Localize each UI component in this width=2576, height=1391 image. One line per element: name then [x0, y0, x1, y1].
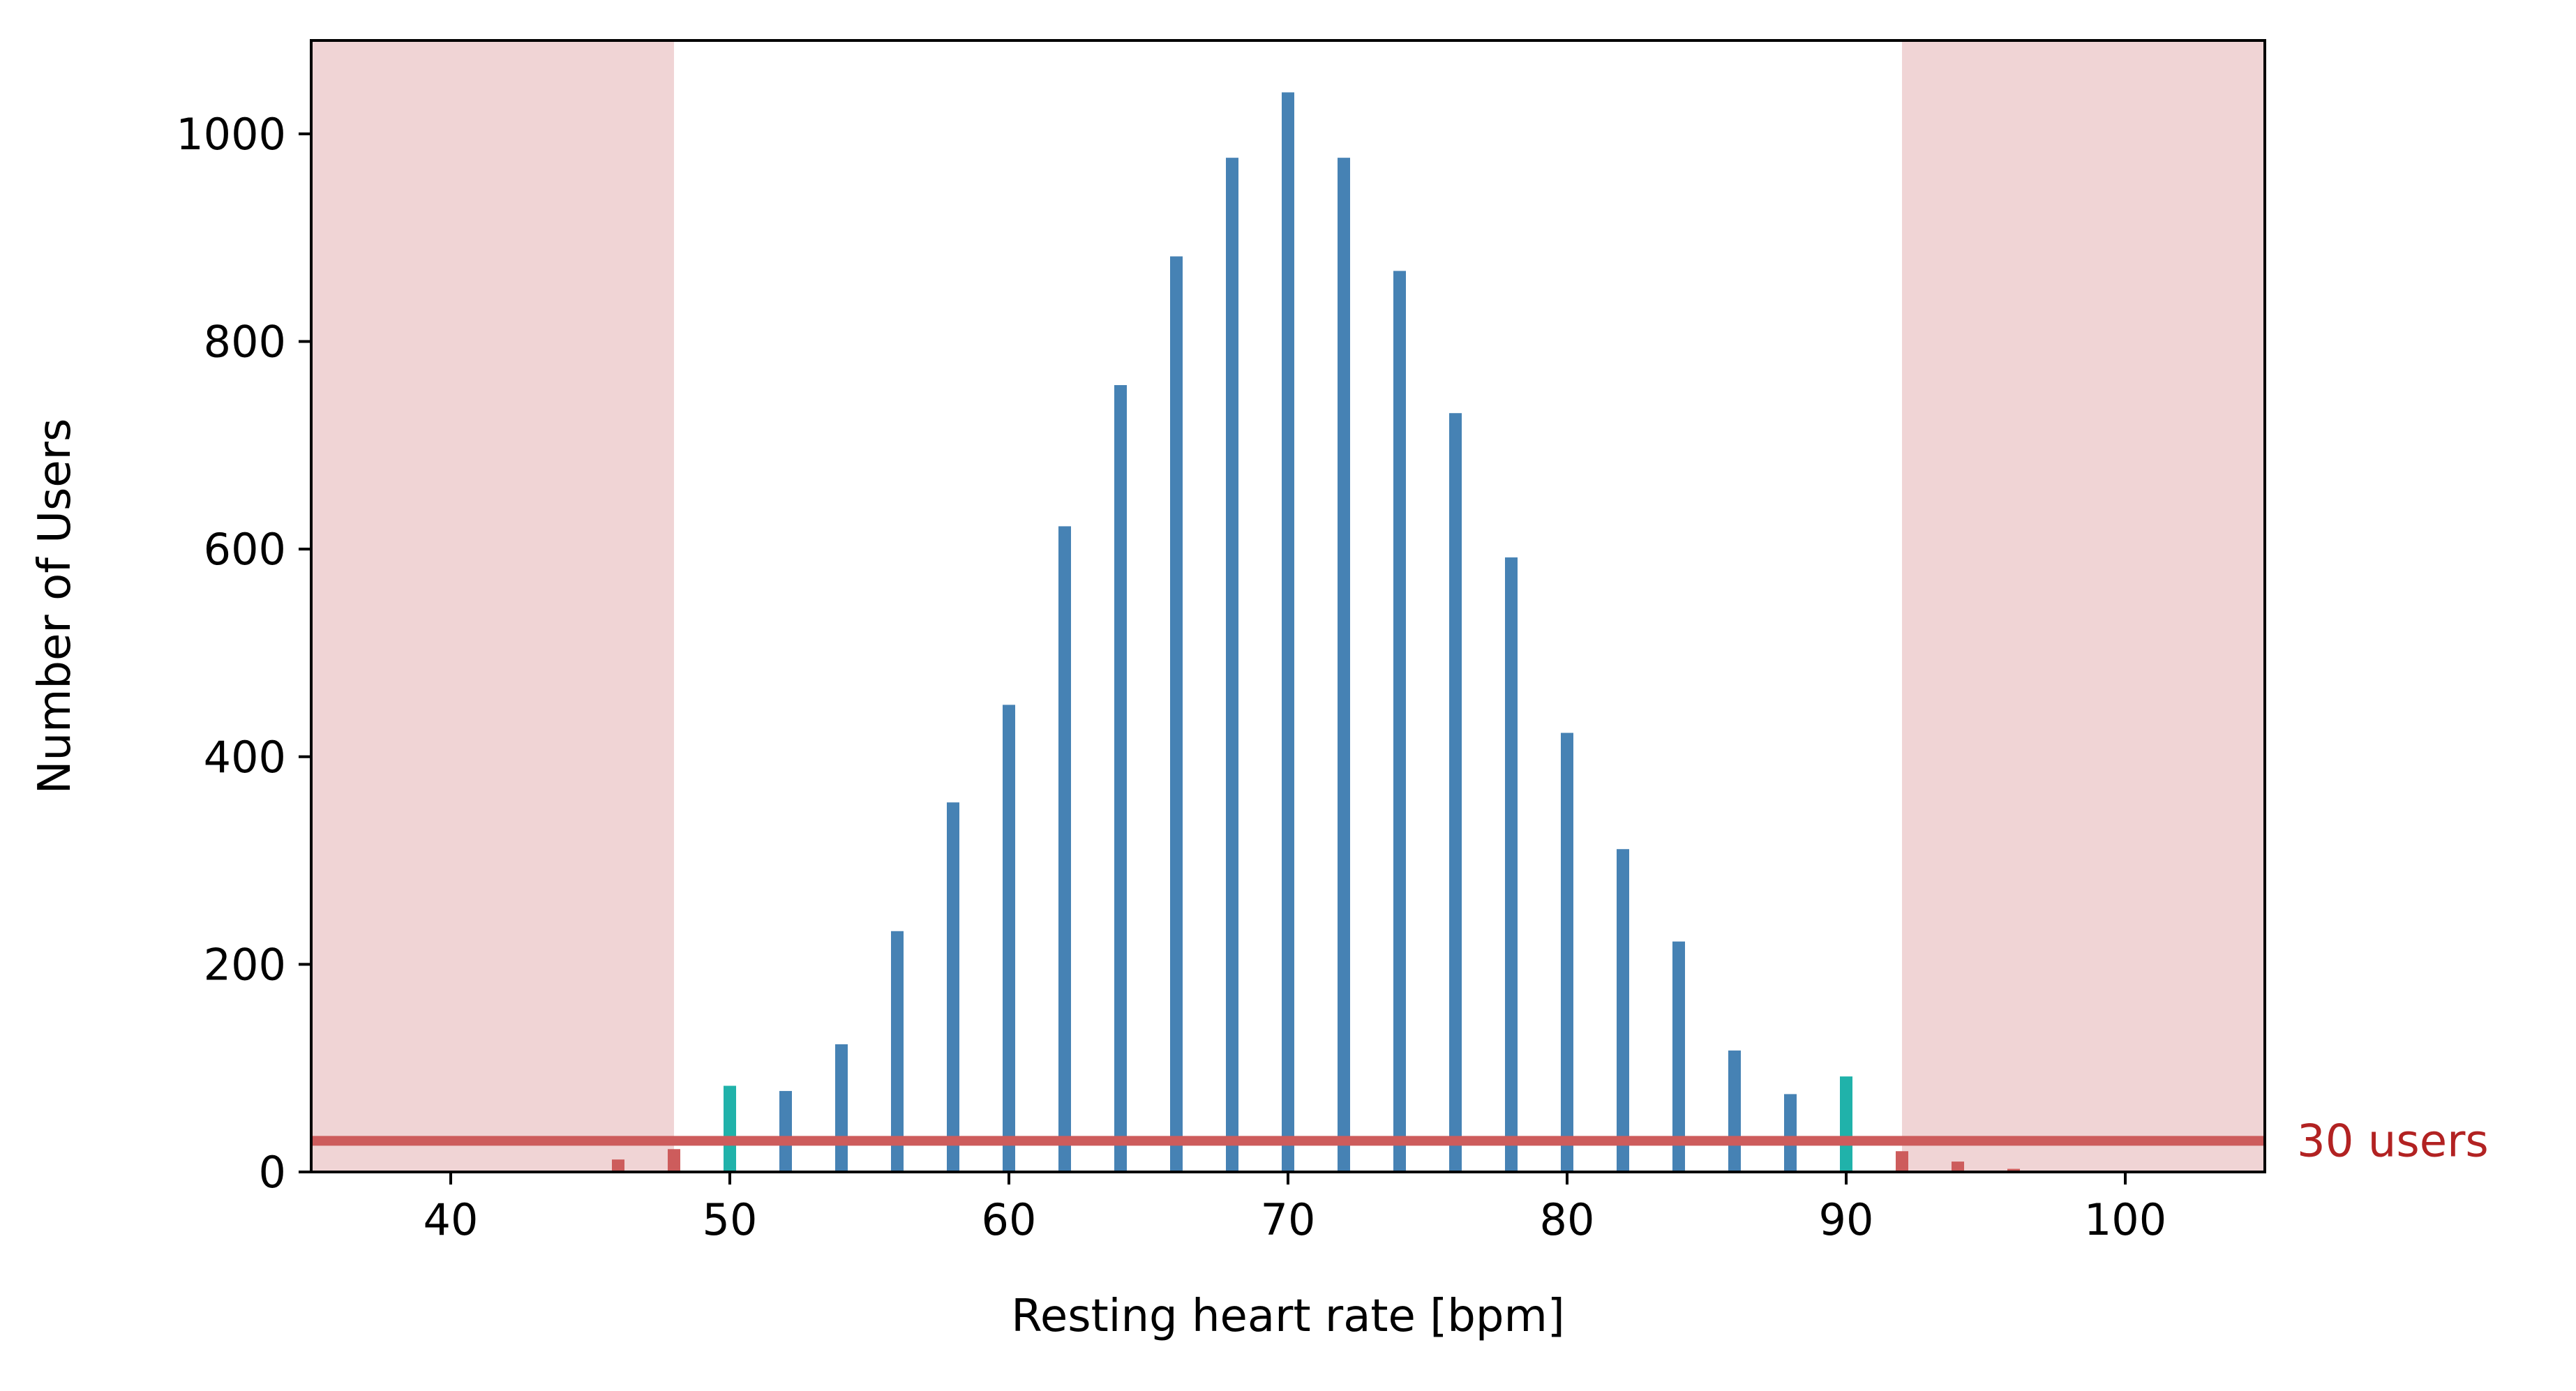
bar-56	[891, 931, 904, 1172]
bar-58	[947, 802, 959, 1172]
y-tick-label-400: 400	[204, 732, 286, 783]
shaded-region-low	[311, 40, 674, 1172]
bar-72	[1338, 158, 1350, 1172]
bar-46	[612, 1159, 624, 1172]
y-tick-label-0: 0	[259, 1147, 286, 1198]
bar-76	[1449, 413, 1462, 1173]
bar-66	[1170, 256, 1183, 1172]
y-tick-label-800: 800	[204, 317, 286, 368]
bar-94	[1952, 1161, 1964, 1172]
bar-88	[1784, 1094, 1797, 1172]
bar-52	[779, 1090, 792, 1172]
x-tick-label-100: 100	[2084, 1194, 2166, 1245]
bar-48	[668, 1149, 680, 1172]
y-tick-label-600: 600	[204, 524, 286, 575]
shaded-region-high	[1902, 40, 2265, 1172]
x-tick-label-40: 40	[424, 1194, 479, 1245]
x-tick-label-90: 90	[1819, 1194, 1874, 1245]
x-tick-label-70: 70	[1261, 1194, 1316, 1245]
bar-60	[1003, 705, 1015, 1172]
bar-54	[835, 1044, 848, 1172]
y-axis-ticks: 0 200 400 600 800 1000	[176, 109, 311, 1198]
bar-78	[1505, 557, 1518, 1172]
bar-68	[1226, 158, 1238, 1172]
bar-96	[2007, 1168, 2020, 1172]
bars-layer	[612, 92, 2020, 1173]
bar-64	[1114, 385, 1127, 1173]
bar-62	[1058, 526, 1071, 1172]
threshold-label: 30 users	[2297, 1115, 2489, 1167]
bar-92	[1896, 1151, 1908, 1172]
bar-70	[1282, 92, 1294, 1172]
y-tick-label-1000: 1000	[176, 109, 286, 160]
y-tick-label-200: 200	[204, 939, 286, 990]
x-tick-label-50: 50	[703, 1194, 758, 1245]
x-axis-label: Resting heart rate [bpm]	[1011, 1291, 1565, 1342]
bar-90	[1840, 1076, 1852, 1172]
bar-80	[1561, 732, 1573, 1172]
bar-74	[1393, 271, 1406, 1172]
bar-84	[1672, 941, 1685, 1172]
bar-50	[724, 1085, 736, 1172]
x-axis-ticks: 40 50 60 70 80 90 100	[424, 1172, 2166, 1245]
x-tick-label-60: 60	[982, 1194, 1037, 1245]
bar-86	[1728, 1050, 1741, 1172]
shaded-regions-layer	[311, 40, 2265, 1172]
bar-82	[1617, 849, 1629, 1172]
x-tick-label-80: 80	[1540, 1194, 1595, 1245]
y-axis-label: Number of Users	[29, 419, 81, 795]
